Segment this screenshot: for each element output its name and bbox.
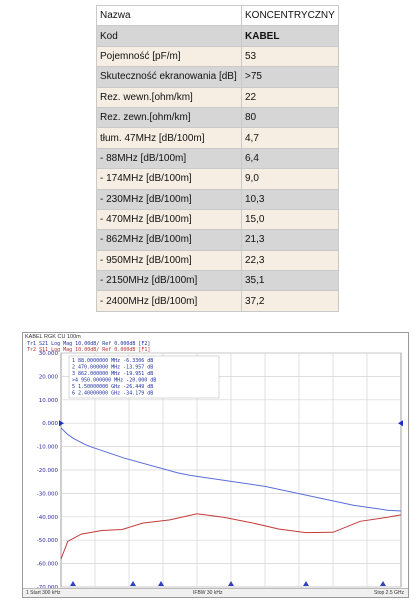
table-row: tłum. 47MHz [dB/100m] 4,7 <box>96 127 339 149</box>
row-value: 80 <box>241 106 339 129</box>
table-row: - 470MHz [dB/100m] 15,0 <box>96 208 339 231</box>
row-label: tłum. 47MHz [dB/100m] <box>96 127 242 149</box>
analyzer-plot: 30.000 20.000 10.000 0.000 -10.000 -20.000 -30… <box>37 351 403 591</box>
legend-s11: Tr2 S11 Log Mag 10.00dB/ Ref 0.000dB [F1… <box>27 347 151 353</box>
row-value: 15,0 <box>241 208 339 231</box>
trace-legend: Tr1 S21 Log Mag 10.00dB/ Ref 0.000dB [F2… <box>27 341 150 353</box>
ref-marker-left <box>59 420 64 427</box>
table-header-row: Nazwa KONCENTRYCZNY <box>96 4 339 27</box>
row-label: Kod <box>96 25 242 47</box>
row-label: - 862MHz [dB/100m] <box>96 229 242 251</box>
y-tick-label: 0.000 <box>42 421 58 427</box>
table-row: Rez. zewn.[ohm/km] 80 <box>96 106 339 129</box>
row-value: 9,0 <box>241 168 339 190</box>
row-value: 35,1 <box>241 270 339 292</box>
table-row: - 88MHz [dB/100m] 6,4 <box>96 147 339 170</box>
row-label: - 2400MHz [dB/100m] <box>96 290 242 312</box>
marker-triangle <box>158 581 164 586</box>
y-tick-label: -50.000 <box>37 538 59 544</box>
marker-triangle <box>70 581 76 586</box>
spec-table-body: Nazwa KONCENTRYCZNY Kod KABEL Pojemność [p… <box>96 4 339 312</box>
marker-triangle <box>303 581 309 586</box>
marker-triangle <box>228 581 234 586</box>
footer-ifbw: IFBW 30 kHz <box>193 590 223 596</box>
row-label: - 470MHz [dB/100m] <box>96 208 242 231</box>
y-tick-label: -30.000 <box>37 491 59 497</box>
analyzer-footer: 1 Start 300 kHz IFBW 30 kHz Stop 2.5 GHz <box>23 588 408 597</box>
y-tick-label: -20.000 <box>37 468 59 474</box>
header-value: KONCENTRYCZNY <box>241 4 339 27</box>
table-row: - 950MHz [dB/100m] 22,3 <box>96 249 339 272</box>
marker-triangle <box>130 581 136 586</box>
table-row: Kod KABEL <box>96 25 339 47</box>
table-row: Skuteczność ekranowania [dB] >75 <box>96 66 339 88</box>
y-tick-label: 10.000 <box>39 398 59 404</box>
row-value: 6,4 <box>241 147 339 170</box>
marker-readout: 2 470.000000 MHz -13.957 dB <box>72 365 153 371</box>
y-tick-label: -10.000 <box>37 445 59 451</box>
row-value: 21,3 <box>241 229 339 251</box>
table-row: - 2400MHz [dB/100m] 37,2 <box>96 290 339 312</box>
table-row: - 230MHz [dB/100m] 10,3 <box>96 188 339 210</box>
footer-start: 1 Start 300 kHz <box>26 590 61 596</box>
marker-readout: >4 950.000000 MHz -20.000 dB <box>72 378 156 384</box>
row-label: - 174MHz [dB/100m] <box>96 168 242 190</box>
footer-stop: Stop 2.5 GHz <box>373 590 404 596</box>
row-value: KABEL <box>241 25 339 47</box>
marker-readout-box <box>68 355 220 399</box>
marker-readout: 3 862.000000 MHz -19.951 dB <box>72 371 153 377</box>
row-value: 53 <box>241 45 339 68</box>
marker-readout: 5 1.50000000 GHz -26.449 dB <box>72 384 153 390</box>
row-value: 22 <box>241 86 339 108</box>
row-label: - 230MHz [dB/100m] <box>96 188 242 210</box>
y-tick-label: -60.000 <box>37 562 59 568</box>
marker-triangle <box>380 581 386 586</box>
table-row: Pojemność [pF/m] 53 <box>96 45 339 68</box>
table-row: - 174MHz [dB/100m] 9,0 <box>96 168 339 190</box>
row-value: 10,3 <box>241 188 339 210</box>
s11-trace <box>60 513 402 560</box>
table-row: - 2150MHz [dB/100m] 35,1 <box>96 270 339 292</box>
row-value: 22,3 <box>241 249 339 272</box>
s21-trace <box>60 427 402 512</box>
marker-readout: 6 2.40000000 GHz -34.179 dB <box>72 391 153 397</box>
marker-readout: 1 88.0000000 MHz -6.3306 dB <box>72 358 153 364</box>
row-label: Rez. wewn.[ohm/km] <box>96 86 242 108</box>
row-label: Pojemność [pF/m] <box>96 45 242 68</box>
table-row: - 862MHz [dB/100m] 21,3 <box>96 229 339 251</box>
legend-s21: Tr1 S21 Log Mag 10.00dB/ Ref 0.000dB [F2… <box>27 341 151 347</box>
row-value: 37,2 <box>241 290 339 312</box>
row-label: - 950MHz [dB/100m] <box>96 249 242 272</box>
row-label: - 88MHz [dB/100m] <box>96 147 242 170</box>
row-label: Skuteczność ekranowania [dB] <box>96 66 242 88</box>
header-label: Nazwa <box>96 4 242 27</box>
y-tick-label: -40.000 <box>37 515 59 521</box>
row-label: - 2150MHz [dB/100m] <box>96 270 242 292</box>
table-row: Rez. wewn.[ohm/km] 22 <box>96 86 339 108</box>
row-label: Rez. zewn.[ohm/km] <box>96 106 242 129</box>
cable-spec-table: Nazwa KONCENTRYCZNY Kod KABEL Pojemność [p… <box>96 4 339 312</box>
ref-marker-right <box>398 420 403 427</box>
row-value: 4,7 <box>241 127 339 149</box>
row-value: >75 <box>241 66 339 88</box>
network-analyzer-screen: 30.000 20.000 10.000 0.000 -10.000 -20.000 -30… <box>22 332 409 598</box>
y-tick-label: 20.000 <box>39 374 59 380</box>
analyzer-title: KABEL RGK CU 100m <box>25 334 81 340</box>
y-tick-label: 30.000 <box>39 351 59 357</box>
